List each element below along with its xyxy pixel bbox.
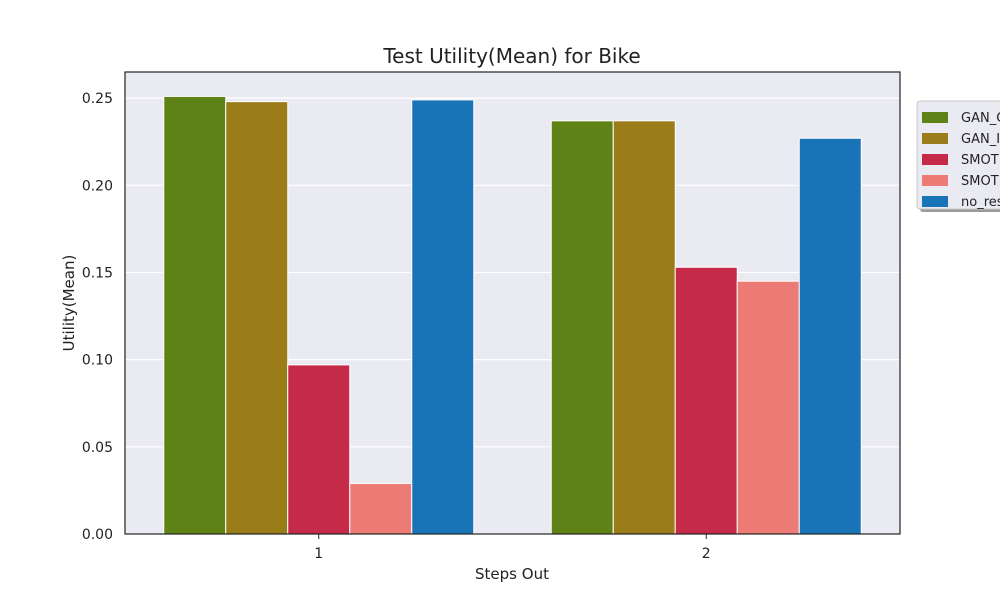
- legend-swatch: [922, 175, 948, 186]
- bar: [736, 280, 800, 535]
- legend-label: SMOT: [961, 174, 999, 189]
- y-tick-label: 0.00: [82, 527, 113, 543]
- legend-swatch: [922, 133, 948, 144]
- x-tick-label: 1: [314, 546, 323, 562]
- legend-label: GAN_I: [961, 132, 1000, 147]
- bar: [411, 99, 475, 535]
- y-tick-label: 0.10: [82, 353, 113, 369]
- y-tick-label: 0.25: [82, 91, 113, 107]
- bars: [163, 95, 862, 535]
- bar: [612, 120, 676, 535]
- y-tick-label: 0.20: [82, 178, 113, 194]
- legend: GAN_C GAN_I SMOT SMOT no_res: [916, 100, 1000, 212]
- bar: [798, 137, 862, 535]
- bar: [163, 95, 227, 535]
- bar: [287, 364, 351, 535]
- legend-swatch: [922, 196, 948, 207]
- y-tick-label: 0.15: [82, 265, 113, 281]
- bar: [674, 266, 738, 535]
- legend-swatch: [922, 112, 948, 123]
- legend-label: GAN_C: [961, 111, 1000, 126]
- legend-swatch: [922, 154, 948, 165]
- chart-title: Test Utility(Mean) for Bike: [382, 44, 640, 68]
- y-ticks: 0.00 0.05 0.10 0.15 0.20 0.25: [82, 91, 113, 543]
- plot-frame: [124, 71, 901, 535]
- bar: [349, 482, 413, 535]
- x-tick-label: 2: [702, 546, 711, 562]
- bar: [550, 120, 614, 535]
- legend-label: SMOT: [961, 153, 999, 168]
- legend-label: no_res: [961, 195, 1000, 210]
- bar: [225, 101, 289, 535]
- x-axis-label: Steps Out: [475, 565, 549, 583]
- y-tick-label: 0.05: [82, 440, 113, 456]
- legend-items: GAN_C GAN_I SMOT SMOT no_res: [922, 111, 1000, 210]
- y-axis-label: Utility(Mean): [60, 255, 78, 352]
